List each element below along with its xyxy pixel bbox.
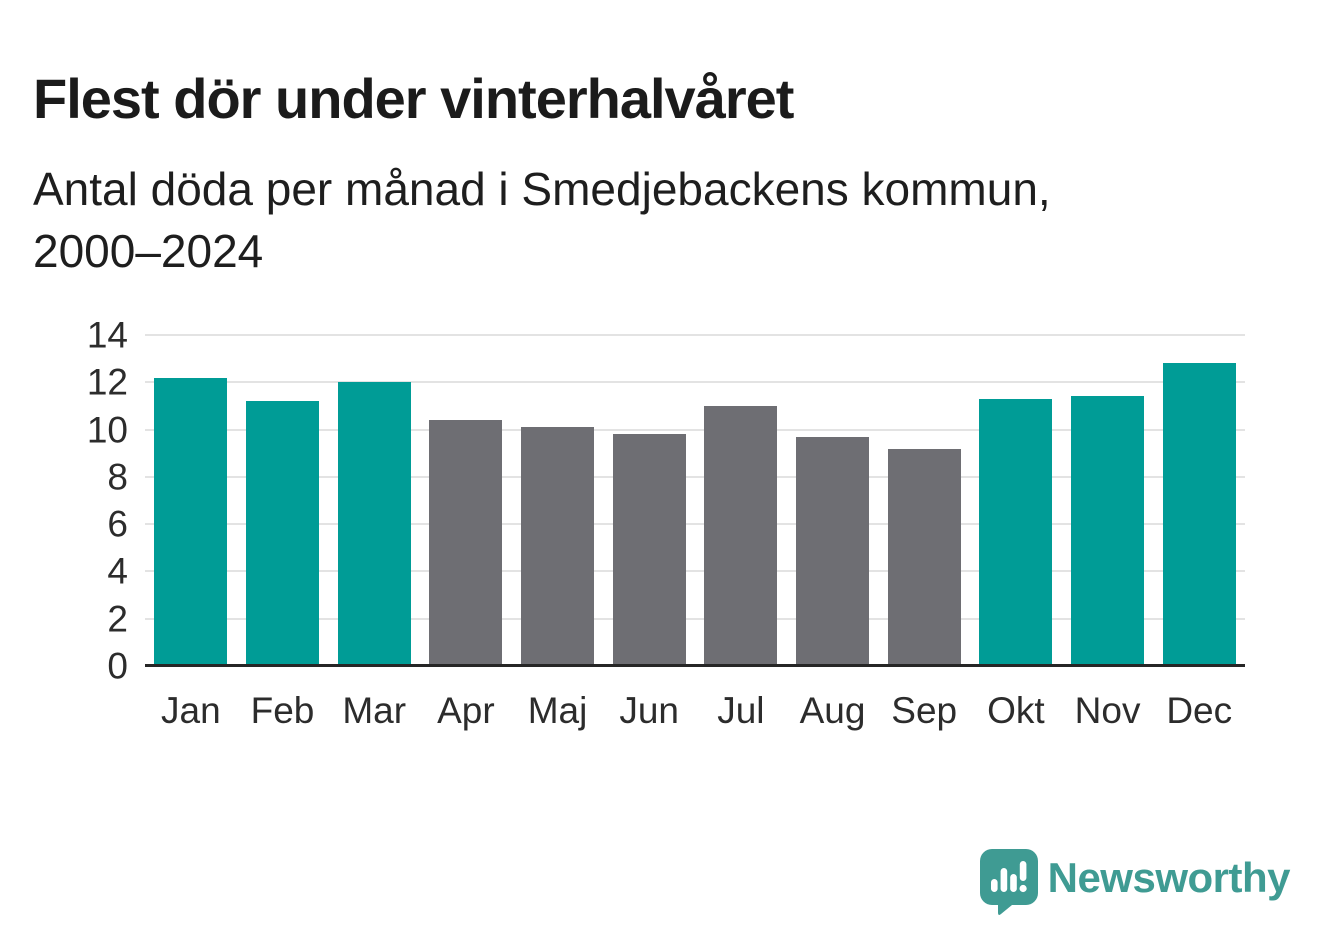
y-tick-label-12: 12 xyxy=(86,361,128,403)
bar-band-apr xyxy=(420,335,512,666)
chart-subtitle-line-2: 2000–2024 xyxy=(33,225,264,277)
bar-jul xyxy=(704,405,778,666)
y-tick-label-0: 0 xyxy=(107,645,128,687)
bar-band-okt xyxy=(970,335,1062,666)
bar-band-maj xyxy=(512,335,604,666)
newsworthy-logo: Newsworthy xyxy=(979,848,1291,916)
bar-band-sep xyxy=(878,335,970,666)
gridline-12 xyxy=(145,381,1245,384)
x-tick-label-apr: Apr xyxy=(437,690,495,731)
y-axis-labels: 0 2 4 6 8 10 12 14 xyxy=(0,317,128,685)
x-tick-label-okt: Okt xyxy=(987,690,1045,731)
bar-okt xyxy=(979,398,1053,666)
y-tick-label-6: 6 xyxy=(107,503,128,545)
y-tick-label-2: 2 xyxy=(107,598,128,640)
x-tick-label-aug: Aug xyxy=(799,690,866,731)
gridline-2 xyxy=(145,617,1245,620)
plot-area xyxy=(145,334,1245,666)
bar-nov xyxy=(1071,396,1145,666)
x-tick-label-jun: Jun xyxy=(619,690,680,731)
bars xyxy=(145,335,1245,666)
bar-band-mar xyxy=(328,335,420,666)
bar-band-jan xyxy=(145,335,237,666)
bar-aug xyxy=(796,436,870,666)
newsworthy-wordmark: Newsworthy xyxy=(1047,854,1291,901)
x-tick-label-sep: Sep xyxy=(891,690,958,731)
bar-band-feb xyxy=(237,335,329,666)
gridline-10 xyxy=(145,428,1245,431)
x-tick-label-mar: Mar xyxy=(342,690,407,731)
bar-band-jul xyxy=(695,335,787,666)
newsworthy-bubble-chart-icon xyxy=(979,849,1038,915)
y-tick-label-10: 10 xyxy=(86,409,128,451)
x-axis-labels: Jan Feb Mar Apr Maj Jun Jul Aug Sep Okt Nov Dec xyxy=(145,690,1245,732)
gridline-14 xyxy=(145,334,1245,336)
bar-sep xyxy=(887,448,961,666)
x-tick-label-jan: Jan xyxy=(161,690,221,731)
y-tick-label-4: 4 xyxy=(107,550,128,592)
gridline-8 xyxy=(145,475,1245,478)
bar-jan xyxy=(154,377,228,666)
bar-maj xyxy=(521,427,595,666)
y-tick-label-14: 14 xyxy=(86,314,128,356)
bar-band-jun xyxy=(603,335,695,666)
bar-band-dec xyxy=(1153,335,1245,666)
gridline-4 xyxy=(145,570,1245,573)
bar-band-aug xyxy=(787,335,879,666)
x-tick-label-feb: Feb xyxy=(250,690,315,731)
chart-title: Flest dör under vinterhalvåret xyxy=(33,66,794,130)
y-tick-label-8: 8 xyxy=(107,456,128,498)
chart-subtitle-line-1: Antal döda per månad i Smedjebackens kom… xyxy=(33,163,1051,215)
gridline-6 xyxy=(145,523,1245,526)
bar-apr xyxy=(429,420,503,666)
x-tick-label-nov: Nov xyxy=(1074,690,1141,731)
bar-jun xyxy=(612,434,686,666)
bar-band-nov xyxy=(1062,335,1154,666)
bar-mar xyxy=(337,382,411,666)
bar-dec xyxy=(1162,363,1236,666)
bar-feb xyxy=(246,401,319,666)
x-tick-label-maj: Maj xyxy=(527,690,588,731)
x-axis-line xyxy=(145,664,1245,667)
x-tick-label-dec: Dec xyxy=(1166,690,1233,731)
chart-subtitle: Antal döda per månad i Smedjebackens kom… xyxy=(33,158,1293,282)
x-tick-label-jul: Jul xyxy=(717,690,765,731)
